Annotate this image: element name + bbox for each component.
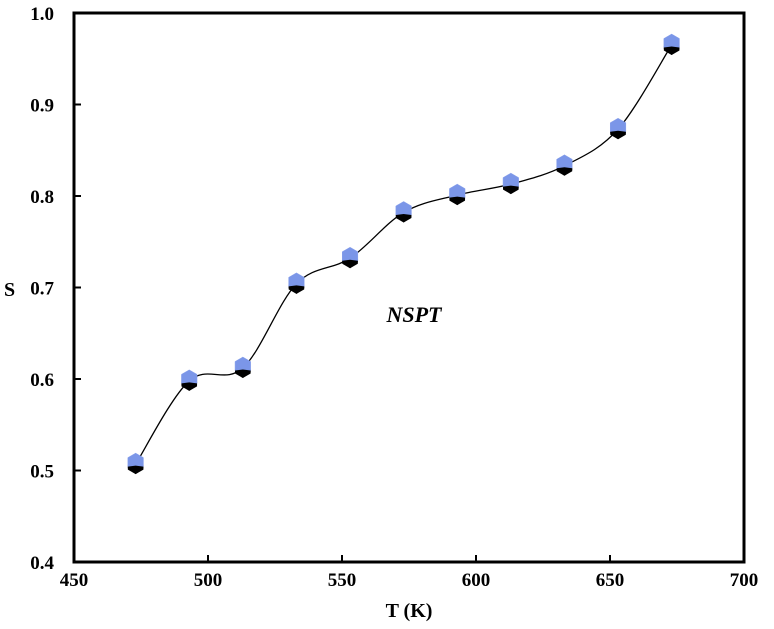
x-tick-labels: 450 500 550 600 650 700: [60, 570, 759, 591]
y-tick-label: 0.7: [30, 279, 54, 300]
series-annotation: NSPT: [386, 302, 444, 327]
y-tick-label: 1.0: [30, 4, 54, 25]
x-tick-label: 650: [596, 570, 625, 591]
y-tick-label: 0.6: [30, 370, 54, 391]
x-tick-label: 700: [730, 570, 759, 591]
data-point: [127, 452, 144, 475]
x-tick-label: 450: [60, 570, 89, 591]
data-point: [288, 272, 305, 294]
data-point: [502, 172, 519, 195]
x-tick-label: 500: [194, 570, 223, 591]
data-point: [556, 154, 573, 176]
data-point: [663, 33, 680, 56]
data-point: [181, 369, 198, 391]
data-point: [395, 201, 412, 223]
y-tick-label: 0.8: [30, 187, 54, 208]
y-tick-label: 0.4: [30, 553, 54, 574]
tick-marks: [73, 12, 745, 563]
y-tick-label: 0.5: [30, 462, 54, 483]
plot-frame: [72, 11, 746, 564]
data-point: [234, 356, 251, 379]
y-axis-label: S: [4, 279, 15, 301]
data-point: [449, 183, 466, 206]
series-line: [135, 44, 673, 465]
data-point: [609, 117, 627, 140]
x-tick-label: 600: [462, 570, 491, 591]
y-tick-label: 0.9: [30, 96, 54, 117]
data-point: [341, 246, 359, 269]
data-markers: [127, 33, 680, 475]
x-tick-label: 550: [328, 570, 357, 591]
y-tick-labels: 0.4 0.5 0.6 0.7 0.8 0.9 1.0: [30, 4, 54, 574]
x-axis-label: T (K): [386, 600, 433, 622]
